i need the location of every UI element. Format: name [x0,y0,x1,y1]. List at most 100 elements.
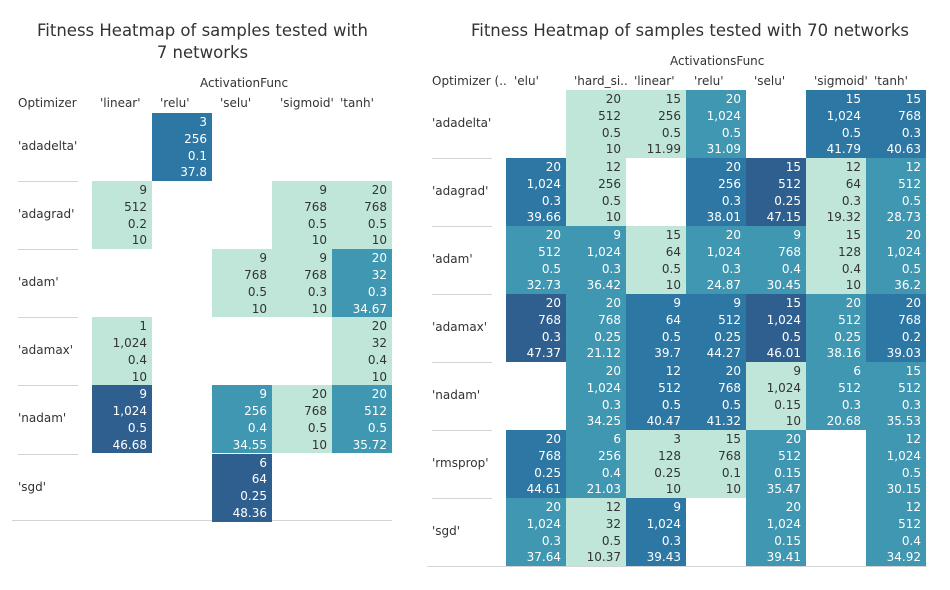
row-divider [432,226,492,227]
bottom-rule [12,520,392,521]
cell-value: 768 [598,312,621,327]
column-header: 'elu' [514,74,539,88]
cell-value: 39.43 [646,550,681,565]
cell-value: 0.3 [841,193,861,208]
cell-value: 31.09 [706,142,741,157]
heatmap-cell: 9 1,024 0.5 46.68 [92,385,152,454]
cell-value: 10 [605,210,621,225]
column-axis-title: ActivationsFunc [670,54,765,68]
cell-value: 128 [658,448,681,463]
cell-value: 10 [725,482,741,497]
cell-value: 15 [845,228,861,242]
cell-value: 0.1 [721,465,741,480]
heatmap-panel-70-networks: Fitness Heatmap of samples tested with 7… [425,0,950,590]
row-divider [432,294,492,295]
cell-value: 37.8 [180,165,207,180]
heatmap-cell: 9 768 0.5 10 [212,249,272,318]
cell-value: 38.01 [706,210,741,225]
heatmap-cell: 9 768 0.3 10 [272,249,332,318]
cell-value: 20 [605,92,621,106]
cell-value: 10 [311,233,327,248]
cell-value: 512 [898,380,921,395]
cell-value: 768 [898,108,921,123]
heatmap-cell: 20 1,024 0.3 34.25 [566,362,626,430]
row-label: 'adam' [18,275,59,290]
cell-value: 46.68 [112,437,147,452]
heatmap-cell: 6 512 0.3 20.68 [806,362,866,430]
cell-value: 1,024 [112,336,147,351]
cell-value: 9 [613,228,621,242]
cell-value: 768 [304,404,327,419]
heatmap-cell: 12 32 0.5 10.37 [566,498,626,566]
heatmap-cell: 20 768 0.3 47.37 [506,294,566,362]
heatmap-cell: 12 1,024 0.5 30.15 [866,430,926,498]
row-divider [18,453,78,455]
column-header: 'tanh' [340,96,374,110]
cell-value: 3 [673,432,681,446]
cell-value: 128 [838,244,861,259]
heatmap-cell: 12 256 0.5 10 [566,158,626,226]
cell-value: 0.5 [367,216,387,231]
cell-value: 12 [905,432,921,446]
cell-value: 9 [259,387,267,402]
cell-value: 20 [545,160,561,174]
cell-value: 0.3 [721,193,741,208]
cell-value: 40.47 [646,414,681,429]
cell-value: 0.5 [661,125,681,140]
cell-value: 1,024 [526,176,561,191]
bottom-rule [427,566,927,567]
cell-value: 37.64 [526,550,561,565]
column-header: 'selu' [754,74,786,88]
cell-value: 0.5 [901,465,921,480]
heatmap-cell: 9 1,024 0.3 39.43 [626,498,686,566]
cell-value: 20 [371,183,387,198]
row-label: 'adamax' [18,343,74,358]
cell-value: 12 [605,500,621,514]
cell-value: 9 [673,296,681,310]
cell-value: 6 [613,432,621,446]
cell-value: 256 [658,108,681,123]
cell-value: 10 [311,301,327,316]
row-divider [18,249,78,251]
heatmap-cell: 20 1,024 0.15 39.41 [746,498,806,566]
heatmap-cell: 20 768 0.5 10 [272,385,332,454]
heatmap-cell: 9 1,024 0.3 36.42 [566,226,626,294]
cell-value: 768 [244,267,267,282]
cell-value: 0.4 [901,533,921,548]
cell-value: 30.15 [886,482,921,497]
row-divider [18,317,78,319]
heatmap-cell: 9 512 0.2 10 [92,181,152,250]
heatmap-cell: 20 32 0.4 10 [332,317,392,386]
row-divider [432,362,492,363]
heatmap-cell: 6 256 0.4 21.03 [566,430,626,498]
cell-value: 20 [371,319,387,334]
cell-value: 10 [665,482,681,497]
cell-value: 0.5 [127,420,147,435]
cell-value: 36.42 [586,278,621,293]
heatmap-cell: 20 32 0.3 34.67 [332,249,392,318]
heatmap-cell: 15 1,024 0.5 41.79 [806,90,866,158]
cell-value: 0.5 [601,125,621,140]
column-header: 'sigmoid' [814,74,868,88]
cell-value: 0.5 [841,125,861,140]
cell-value: 35.53 [886,414,921,429]
cell-value: 1,024 [766,312,801,327]
cell-value: 9 [733,296,741,310]
cell-value: 34.55 [232,437,267,452]
heatmap-cell: 15 512 0.3 35.53 [866,362,926,430]
row-label: 'adagrad' [18,207,75,222]
cell-value: 0.3 [307,284,327,299]
cell-value: 0.2 [127,216,147,231]
heatmap-cell: 20 512 0.5 35.72 [332,385,392,454]
column-header: 'hard_si.. [574,74,628,88]
cell-value: 768 [538,448,561,463]
cell-value: 9 [319,251,327,266]
cell-value: 0.4 [367,352,387,367]
cell-value: 0.25 [654,465,681,480]
cell-value: 28.73 [886,210,921,225]
heatmap-cell: 15 256 0.5 11.99 [626,90,686,158]
cell-value: 44.27 [706,346,741,361]
cell-value: 0.5 [661,329,681,344]
cell-value: 0.3 [661,533,681,548]
cell-value: 768 [364,199,387,214]
